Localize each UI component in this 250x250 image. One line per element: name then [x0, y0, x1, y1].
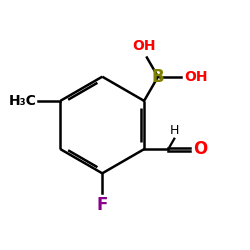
Text: OH: OH: [132, 40, 155, 54]
Text: H₃C: H₃C: [8, 94, 36, 108]
Text: OH: OH: [184, 70, 208, 84]
Text: O: O: [193, 140, 207, 158]
Text: H: H: [170, 124, 179, 138]
Text: B: B: [152, 68, 164, 86]
Text: F: F: [96, 196, 108, 214]
